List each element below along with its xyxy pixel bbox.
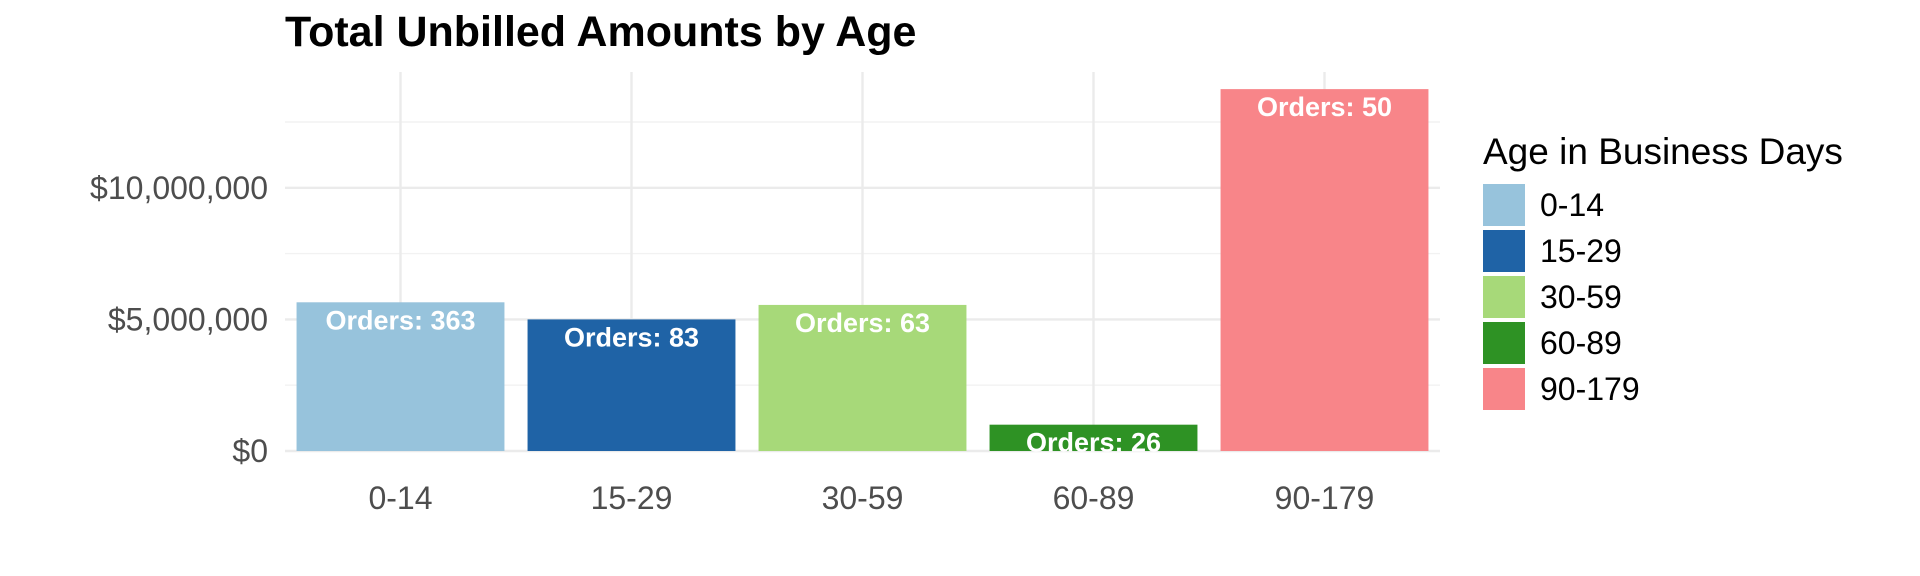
x-tick-label: 30-59: [822, 480, 904, 516]
data-label: Orders: 83: [564, 322, 699, 352]
data-label: Orders: 50: [1257, 92, 1392, 122]
bar-0-14: [296, 302, 505, 451]
x-tick-label: 60-89: [1053, 480, 1135, 516]
y-tick-label: $0: [232, 433, 268, 469]
y-axis: $0 $5,000,000 $10,000,000: [90, 170, 268, 469]
chart-title: Total Unbilled Amounts by Age: [285, 8, 916, 56]
bar-30-59: [758, 304, 967, 451]
bars: [296, 89, 1429, 451]
legend-label: 30-59: [1540, 279, 1622, 315]
legend-label: 0-14: [1540, 187, 1604, 223]
x-tick-label: 0-14: [368, 480, 432, 516]
legend-key-0-14: [1483, 184, 1525, 226]
y-tick-label: $10,000,000: [90, 170, 268, 206]
x-axis: 0-14 15-29 30-59 60-89 90-179: [368, 480, 1374, 516]
data-labels: Orders: 363 Orders: 83 Orders: 63 Orders: 2…: [325, 92, 1392, 458]
bar-90-179: [1220, 89, 1429, 451]
legend: Age in Business Days 0-14 15-29 30-59 60-89…: [1483, 131, 1843, 410]
data-label: Orders: 26: [1026, 428, 1161, 458]
y-tick-label: $5,000,000: [108, 301, 268, 337]
legend-key-15-29: [1483, 230, 1525, 272]
data-label: Orders: 363: [325, 305, 475, 335]
legend-key-90-179: [1483, 368, 1525, 410]
legend-label: 60-89: [1540, 325, 1622, 361]
legend-key-30-59: [1483, 276, 1525, 318]
x-tick-label: 90-179: [1275, 480, 1375, 516]
legend-key-60-89: [1483, 322, 1525, 364]
legend-items: 0-14 15-29 30-59 60-89 90-179: [1483, 184, 1640, 410]
data-label: Orders: 63: [795, 308, 930, 338]
legend-title: Age in Business Days: [1483, 131, 1843, 172]
bar-60-89: [989, 424, 1198, 451]
x-tick-label: 15-29: [591, 480, 673, 516]
legend-label: 15-29: [1540, 233, 1622, 269]
bar-15-29: [527, 319, 736, 451]
legend-label: 90-179: [1540, 371, 1640, 407]
